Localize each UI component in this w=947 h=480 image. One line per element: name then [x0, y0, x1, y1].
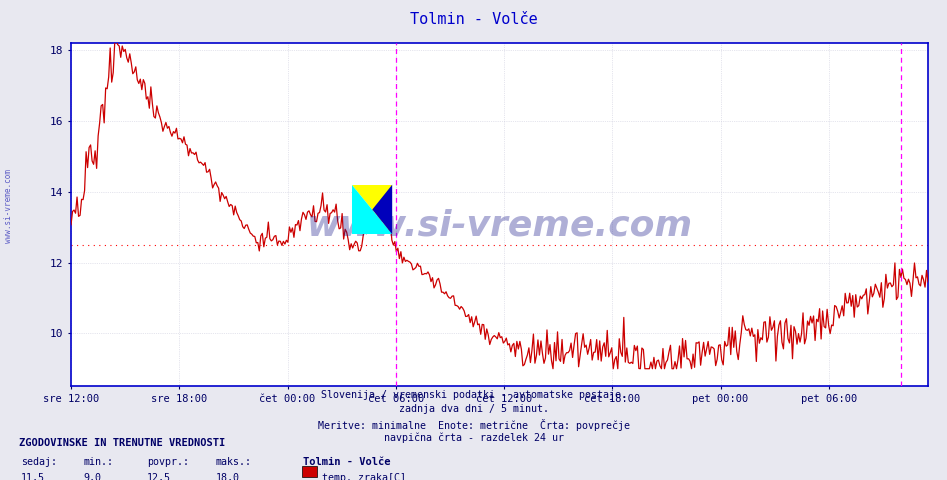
Text: zadnja dva dni / 5 minut.: zadnja dva dni / 5 minut. [399, 404, 548, 414]
Text: navpična črta - razdelek 24 ur: navpična črta - razdelek 24 ur [384, 433, 563, 444]
Text: temp. zraka[C]: temp. zraka[C] [322, 473, 406, 480]
Polygon shape [352, 185, 392, 234]
Text: povpr.:: povpr.: [147, 457, 188, 467]
Polygon shape [352, 185, 392, 234]
Text: Tolmin - Volče: Tolmin - Volče [303, 457, 390, 467]
Text: Tolmin - Volče: Tolmin - Volče [410, 12, 537, 27]
Text: 11,5: 11,5 [21, 473, 45, 480]
Text: sedaj:: sedaj: [21, 457, 57, 467]
Text: ZGODOVINSKE IN TRENUTNE VREDNOSTI: ZGODOVINSKE IN TRENUTNE VREDNOSTI [19, 438, 225, 448]
Text: Meritve: minimalne  Enote: metrične  Črta: povprečje: Meritve: minimalne Enote: metrične Črta:… [317, 419, 630, 431]
Polygon shape [372, 185, 392, 234]
Text: min.:: min.: [83, 457, 114, 467]
Text: www.si-vreme.com: www.si-vreme.com [4, 169, 13, 243]
Text: 18,0: 18,0 [216, 473, 240, 480]
Text: 9,0: 9,0 [83, 473, 101, 480]
Text: maks.:: maks.: [216, 457, 252, 467]
Text: 12,5: 12,5 [147, 473, 170, 480]
Text: www.si-vreme.com: www.si-vreme.com [307, 208, 692, 242]
Text: Slovenija / vremenski podatki - avtomatske postaje.: Slovenija / vremenski podatki - avtomats… [320, 390, 627, 400]
